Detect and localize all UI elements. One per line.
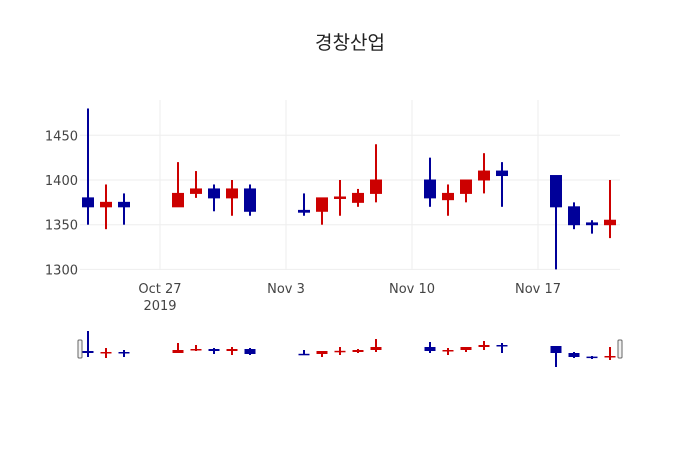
mini-candle [118,350,130,357]
candle[interactable] [496,162,508,207]
y-tick-label: 1400 [45,174,78,189]
candle[interactable] [172,162,184,208]
y-axis: 1300 1350 1400 1450 [45,129,78,278]
y-tick-label: 1450 [45,129,78,144]
candle[interactable] [244,184,256,216]
candle[interactable] [442,184,454,216]
candle[interactable] [370,144,382,203]
candle[interactable] [460,179,472,203]
mini-candle [496,343,508,353]
candle[interactable] [82,108,94,225]
x-tick-label: Oct 27 [138,282,181,297]
candle[interactable] [352,188,364,207]
range-slider[interactable] [77,331,623,367]
mini-candle [208,348,220,354]
x-tick-label: Nov 17 [515,282,561,297]
candle[interactable] [118,193,130,225]
grid-lines [80,100,620,270]
mini-candle [604,347,616,360]
mini-candle [460,347,472,352]
mini-candle [82,331,94,357]
mini-candle [226,347,238,355]
mini-candle [568,352,580,358]
candle[interactable] [298,193,310,216]
y-tick-label: 1350 [45,219,78,234]
candle[interactable] [568,202,580,230]
mini-candle [244,348,256,355]
x-tick-label: Nov 10 [389,282,435,297]
mini-candle [334,347,346,355]
candle[interactable] [190,171,202,198]
mini-candle [298,350,310,356]
candle[interactable] [226,180,238,216]
mini-candle [100,348,112,358]
candle[interactable] [586,220,598,234]
mini-candle [316,351,328,357]
candle[interactable] [550,175,562,270]
range-slider-right-handle[interactable] [617,339,623,359]
candle[interactable] [100,184,112,230]
candle[interactable] [424,157,436,207]
mini-candle [424,342,436,353]
mini-candle [478,341,490,350]
mini-candle [550,346,562,367]
mini-candle [442,348,454,355]
mini-candle [172,343,184,353]
x-axis: Oct 27 2019 Nov 3 Nov 10 Nov 17 [138,282,561,314]
y-tick-label: 1300 [45,263,78,278]
candle[interactable] [604,180,616,239]
candles[interactable] [82,108,616,270]
candle[interactable] [208,184,220,212]
range-slider-left-handle[interactable] [77,339,83,359]
chart-title: 경창산업 [315,32,385,54]
candle[interactable] [478,153,490,194]
mini-candle [352,349,364,353]
x-tick-year: 2019 [143,299,176,314]
mini-candle [370,339,382,352]
mini-candle [586,356,598,359]
mini-candle [190,345,202,351]
candle[interactable] [334,180,346,216]
x-tick-label: Nov 3 [267,282,305,297]
candle[interactable] [316,197,328,225]
